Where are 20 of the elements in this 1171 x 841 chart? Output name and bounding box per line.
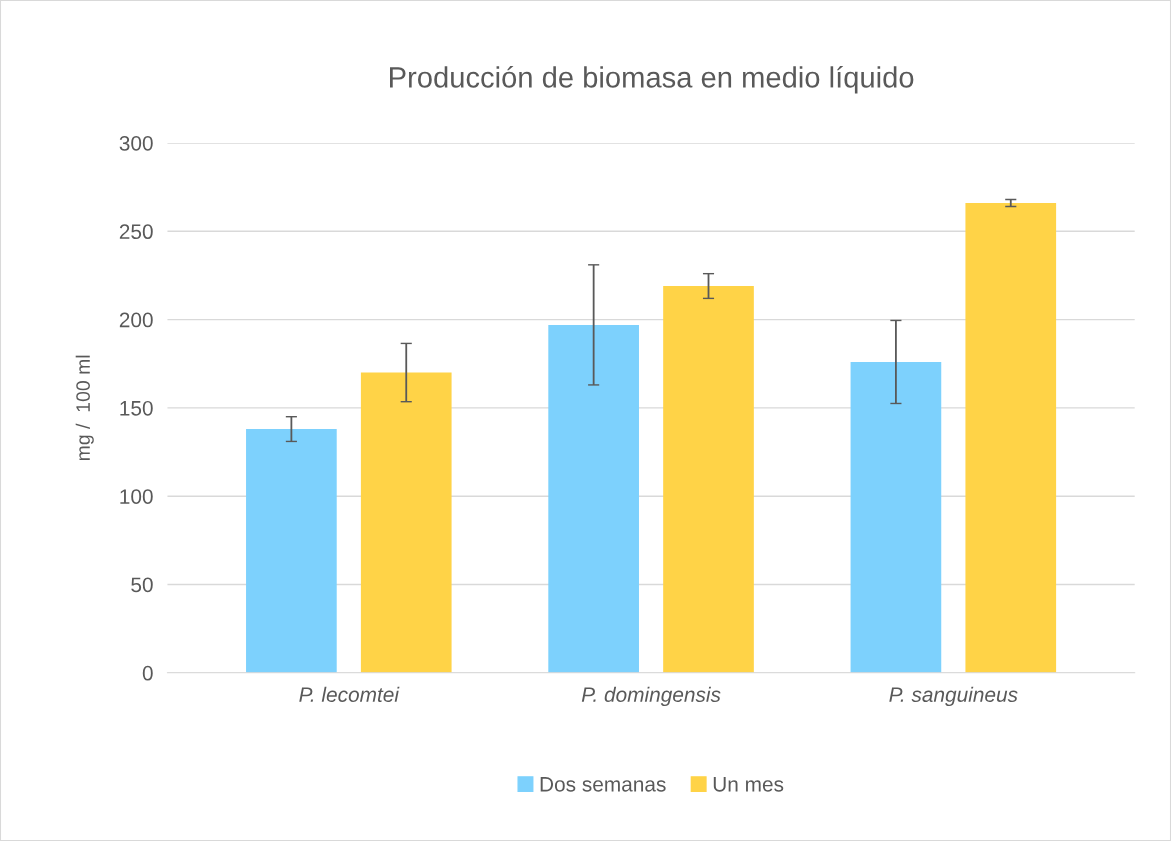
y-tick-label: 50 bbox=[131, 577, 153, 593]
bar bbox=[246, 429, 337, 673]
y-tick-label: 300 bbox=[119, 135, 153, 151]
y-tick-label: 150 bbox=[120, 400, 153, 416]
bar bbox=[663, 286, 754, 673]
legend-label: Dos semanas bbox=[540, 777, 666, 792]
bar bbox=[965, 203, 1057, 673]
x-tick-label: P. sanguineus bbox=[889, 686, 1018, 707]
y-tick-label: 100 bbox=[120, 489, 153, 504]
chart-title: Producción de biomasa en medio líquido bbox=[390, 65, 914, 94]
y-axis-title: mg / 100 ml bbox=[75, 355, 94, 461]
x-tick-label: P. domingensis bbox=[581, 686, 721, 707]
bar bbox=[360, 372, 452, 673]
y-tick-label: 250 bbox=[119, 224, 153, 240]
y-tick-label: 0 bbox=[142, 665, 153, 681]
y-tick-label: 200 bbox=[119, 312, 153, 328]
x-tick-label: P. lecomtei bbox=[299, 686, 400, 702]
bar bbox=[548, 324, 639, 673]
legend-label: Un mes bbox=[713, 777, 784, 792]
bar bbox=[850, 361, 942, 673]
